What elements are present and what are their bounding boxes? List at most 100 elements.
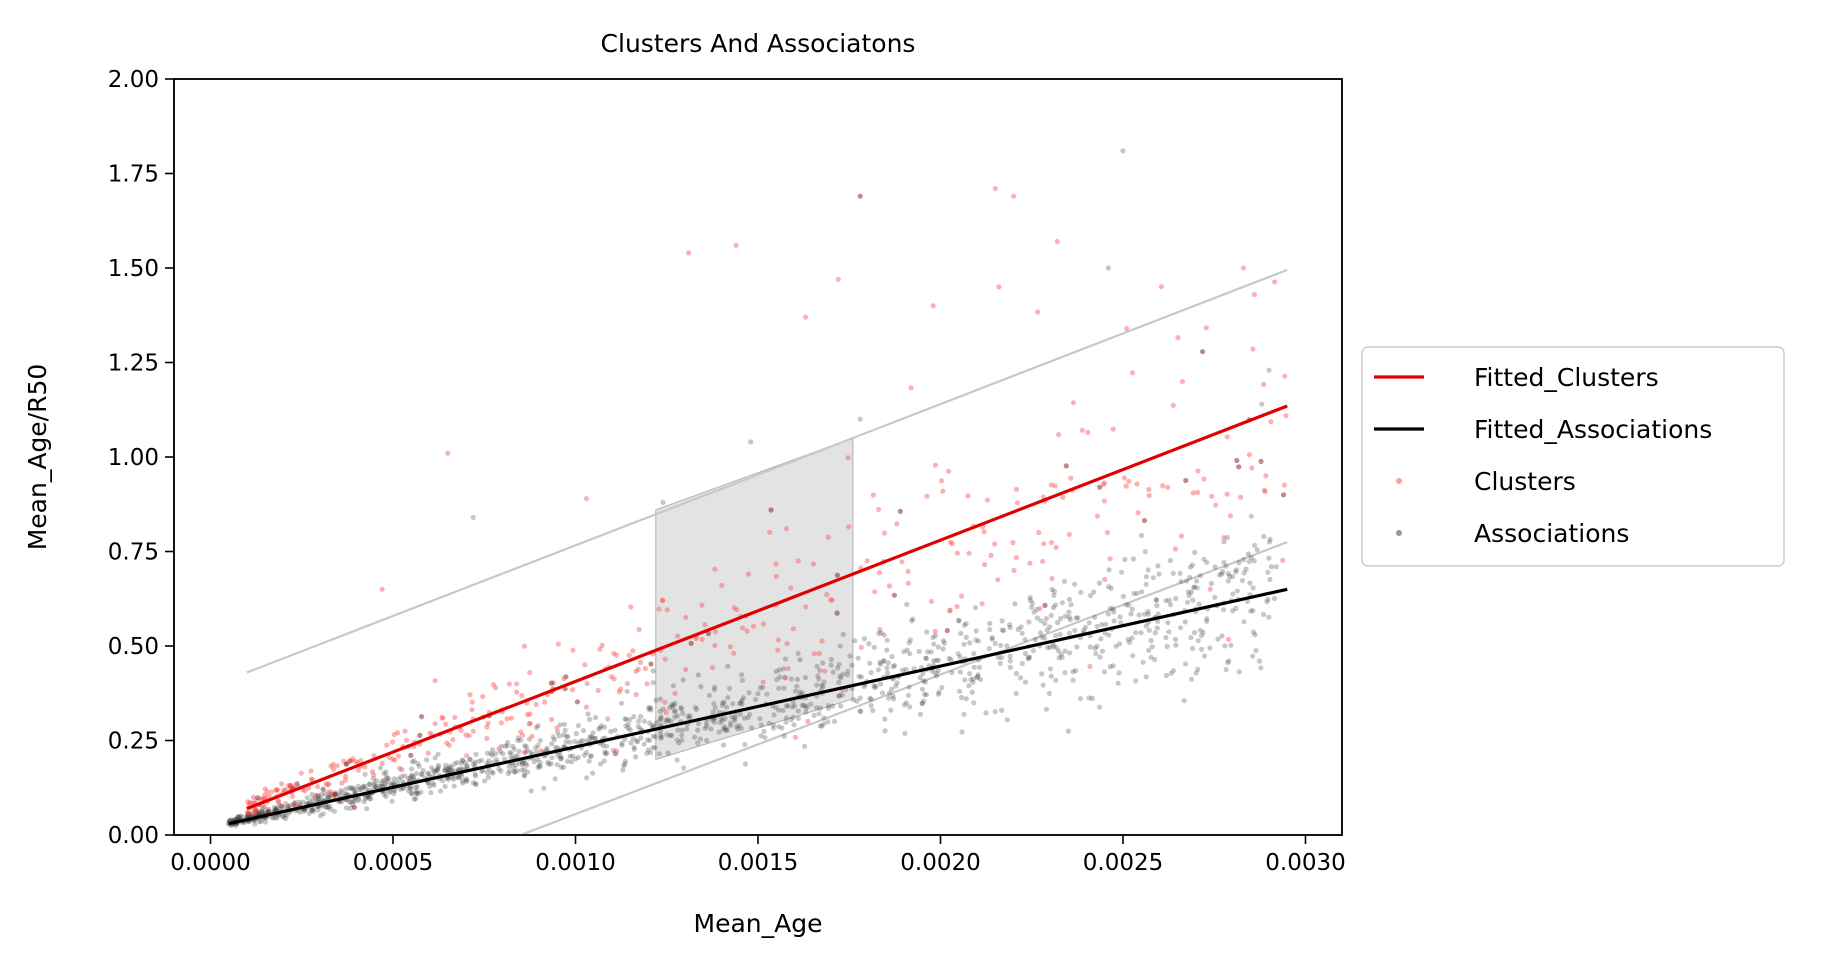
point-associations (923, 692, 930, 698)
point-associations (253, 810, 259, 816)
point-associations (384, 775, 390, 782)
point-associations (858, 708, 864, 715)
point-clusters (542, 699, 548, 705)
point-associations (992, 709, 998, 715)
point-associations (1050, 644, 1056, 650)
point-associations (653, 720, 659, 726)
point-clusters (470, 728, 476, 734)
point-clusters (245, 810, 251, 816)
point-associations (973, 637, 979, 643)
point-clusters (355, 767, 361, 773)
point-associations (1230, 591, 1236, 597)
point-associations (1258, 665, 1264, 671)
point-associations (587, 734, 593, 740)
point-associations (681, 765, 687, 771)
point-associations (940, 638, 947, 644)
point-associations (956, 617, 962, 624)
point-associations (1075, 615, 1081, 621)
point-associations (868, 669, 874, 676)
point-associations (884, 637, 890, 643)
point-associations (957, 688, 963, 694)
point-associations (590, 770, 596, 776)
point-clusters (828, 597, 834, 603)
point-associations (873, 683, 879, 690)
point-associations (1118, 569, 1125, 575)
point-associations (757, 685, 763, 691)
point-clusters (504, 716, 510, 722)
point-associations (1201, 653, 1208, 659)
point-associations (722, 716, 728, 722)
point-associations (901, 649, 907, 655)
point-clusters (1282, 373, 1288, 379)
point-clusters (1227, 513, 1234, 519)
point-clusters (392, 757, 398, 763)
point-clusters (469, 707, 475, 713)
point-associations (1167, 557, 1173, 564)
point-associations (346, 799, 353, 805)
point-clusters (954, 550, 961, 556)
point-associations (1051, 592, 1057, 599)
point-associations (472, 759, 478, 765)
legend-box (1361, 346, 1785, 567)
x-tick-label: 0.0030 (1265, 850, 1345, 876)
point-clusters (298, 770, 304, 776)
point-associations (987, 620, 993, 627)
point-associations (721, 699, 727, 706)
point-associations (625, 721, 632, 728)
point-associations (821, 679, 827, 685)
point-associations (1066, 614, 1072, 620)
point-associations (670, 683, 677, 689)
point-clusters (283, 801, 289, 807)
point-associations (525, 769, 531, 775)
point-associations (1145, 608, 1151, 615)
point-clusters (352, 759, 358, 765)
point-clusters (1209, 493, 1215, 499)
point-clusters (1238, 494, 1244, 500)
point-associations (502, 756, 508, 762)
point-associations (875, 667, 882, 673)
point-clusters (731, 605, 737, 611)
point-associations (445, 768, 451, 774)
point-associations (592, 735, 598, 742)
point-associations (356, 797, 362, 804)
point-associations (1111, 609, 1117, 615)
point-clusters (1101, 480, 1108, 486)
envelope-line-0 (246, 268, 1288, 674)
point-associations (239, 814, 245, 820)
point-associations (886, 690, 893, 696)
point-associations (1019, 660, 1025, 667)
point-associations (906, 684, 912, 690)
point-associations (1086, 695, 1092, 701)
point-clusters (595, 687, 601, 694)
point-associations (907, 637, 914, 643)
point-associations (1155, 611, 1161, 617)
point-associations (1143, 581, 1149, 587)
point-associations (1007, 664, 1014, 671)
point-associations (255, 809, 261, 815)
point-associations (1173, 595, 1179, 602)
point-associations (645, 737, 651, 743)
point-clusters (824, 591, 830, 598)
point-associations (692, 704, 699, 710)
point-associations (1170, 668, 1177, 674)
point-associations (409, 766, 415, 772)
point-clusters (995, 577, 1001, 583)
point-associations (1004, 717, 1010, 723)
point-associations (839, 692, 845, 698)
point-associations (418, 771, 424, 778)
point-associations (904, 601, 910, 608)
point-associations (564, 733, 570, 739)
point-associations (472, 763, 478, 769)
point-associations (1177, 570, 1183, 576)
point-associations (1047, 624, 1053, 630)
point-associations (1040, 682, 1046, 688)
point-clusters (768, 507, 774, 513)
point-associations (741, 715, 748, 721)
point-clusters (1126, 478, 1132, 484)
point-clusters (886, 583, 893, 589)
point-clusters (1146, 486, 1152, 493)
point-clusters (320, 786, 326, 792)
point-associations (309, 807, 315, 814)
point-clusters (1281, 482, 1287, 488)
point-associations (656, 751, 663, 757)
